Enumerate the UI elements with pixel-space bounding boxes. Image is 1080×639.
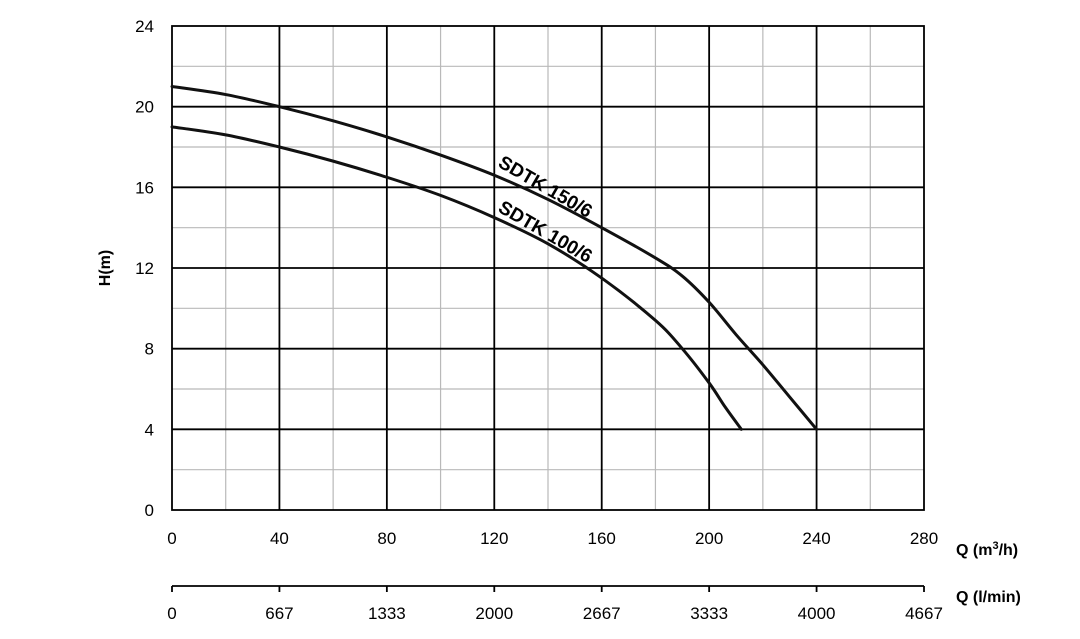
- x-tick-label: 240: [802, 529, 830, 548]
- plot-border: [171, 25, 925, 511]
- plot-frame: [171, 25, 925, 511]
- y-tick-label: 0: [145, 501, 154, 520]
- y-tick-label: 24: [135, 17, 154, 36]
- x2-tick-label: 667: [265, 604, 293, 623]
- x2-axis-title: Q (l/min): [956, 589, 1021, 606]
- y-tick-label: 12: [135, 259, 154, 278]
- x-axis-title: Q (m3/h): [956, 540, 1018, 559]
- series-line-0: [170, 85, 819, 431]
- x2-tick-label: 3333: [690, 604, 728, 623]
- x-tick-label: 280: [910, 529, 938, 548]
- x-tick-labels: 0 40 80 120 160 200 240 280: [167, 529, 938, 548]
- x2-tick-label: 4667: [905, 604, 943, 623]
- x-tick-label: 0: [167, 529, 176, 548]
- y-tick-label: 20: [135, 98, 154, 117]
- x2-tick-label: 1333: [368, 604, 406, 623]
- x2-tick-label: 2000: [475, 604, 513, 623]
- x-tick-label: 160: [588, 529, 616, 548]
- major-grid: [172, 26, 924, 510]
- y-tick-label: 16: [135, 178, 154, 197]
- x2-tick-label: 4000: [798, 604, 836, 623]
- curves: [170, 85, 819, 431]
- series-line-1: [170, 125, 743, 431]
- y-tick-label: 4: [145, 420, 154, 439]
- x-tick-label: 120: [480, 529, 508, 548]
- y-axis-title: H(m): [97, 250, 114, 286]
- x-tick-label: 80: [377, 529, 396, 548]
- x2-tick-label: 0: [167, 604, 176, 623]
- x2-tick-label: 2667: [583, 604, 621, 623]
- y-tick-label: 8: [145, 340, 154, 359]
- x-tick-label: 200: [695, 529, 723, 548]
- x-tick-label: 40: [270, 529, 289, 548]
- y-tick-labels: 0 4 8 12 16 20 24: [135, 17, 154, 520]
- secondary-x-axis: 0 667 1333 2000 2667 3333 4000 4667: [167, 585, 943, 623]
